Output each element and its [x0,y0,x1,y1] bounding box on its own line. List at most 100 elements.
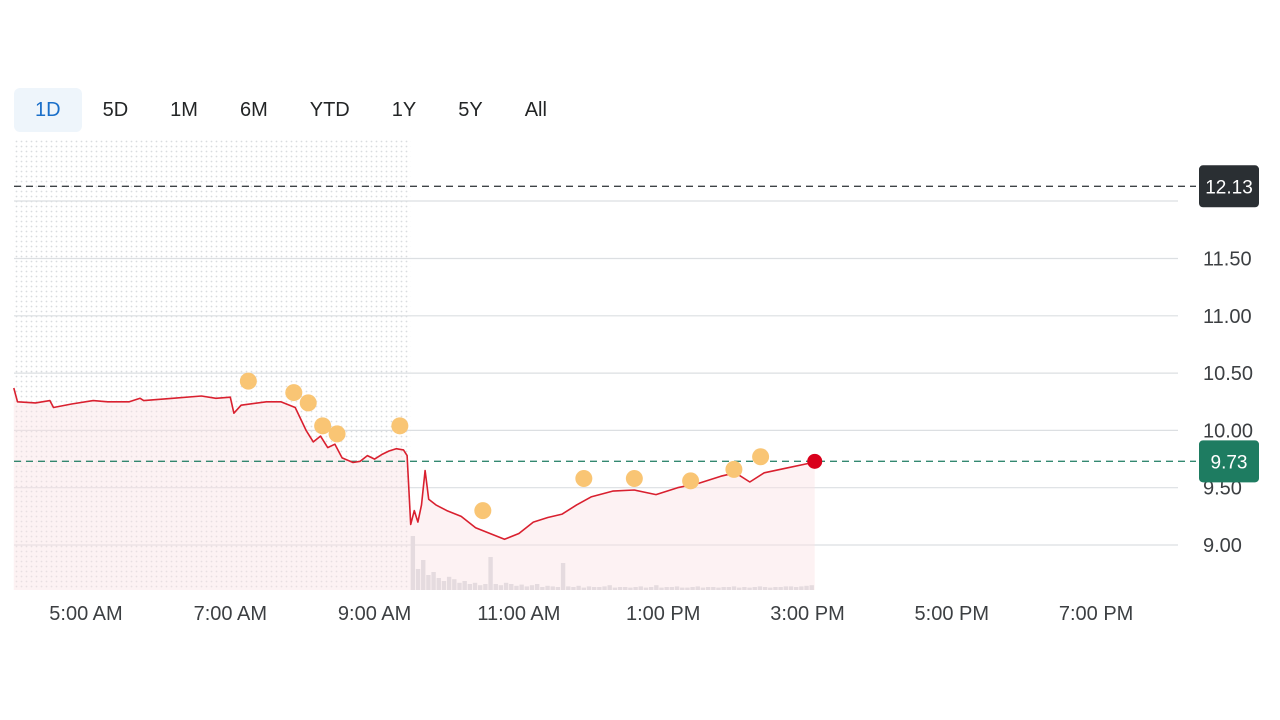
volume-bar [742,587,747,590]
volume-bar [462,581,467,590]
volume-bar [467,584,473,590]
volume-bar [762,587,768,590]
volume-bar [747,587,752,590]
volume-bar [700,587,706,590]
event-marker [575,470,593,488]
volume-bar [426,575,431,590]
y-tick-label: 10.50 [1203,363,1253,385]
x-tick-label: 5:00 PM [915,603,989,625]
extended-hours-shade [14,140,411,590]
volume-bar [804,585,809,590]
volume-bar [576,585,581,590]
volume-bar [581,587,586,590]
tab-1y[interactable]: 1Y [391,99,417,121]
previous-close-label: 12.13 [1205,177,1253,198]
volume-bar [674,586,680,590]
x-tick-label: 9:00 AM [338,603,411,625]
volume-bar [478,585,483,590]
volume-bar [716,587,721,590]
volume-bar [498,585,504,590]
volume-bar [607,585,612,590]
tab-5y[interactable]: 5Y [458,99,483,121]
volume-bar [560,563,566,590]
event-marker [391,417,409,435]
event-marker [725,460,743,478]
current-price-label: 9.73 [1211,452,1248,473]
tab-6m[interactable]: 6M [239,99,268,121]
volume-bar [659,587,664,590]
volume-bar [669,587,675,590]
volume-bar [778,587,783,590]
volume-bar [705,587,711,590]
volume-bar [410,536,416,590]
volume-bar [529,585,535,590]
y-tick-label: 11.00 [1203,306,1252,328]
tab-5d[interactable]: 5D [102,99,129,121]
time-range-tabs: 1D 5D 1M 6M YTD 1Y 5Y All [14,88,568,132]
tab-1d[interactable]: 1D [14,88,82,132]
volume-bar [654,585,659,590]
event-marker [314,417,332,435]
volume-bar [799,586,804,590]
gridlines [14,200,1178,546]
last-price-dot [807,453,823,469]
tab-all[interactable]: All [524,99,547,121]
price-badges: 12.13 9.73 [1199,165,1259,483]
volume-bar [783,586,789,590]
y-tick-label: 10.00 [1203,420,1253,442]
volume-bar [519,584,524,590]
x-tick-label: 7:00 PM [1059,603,1133,625]
volume-bar [509,584,514,590]
volume-bar [493,584,498,590]
volume-bar [623,587,628,590]
volume-bar [483,584,488,590]
volume-bar [524,586,530,590]
volume-bar [446,576,452,590]
volume-bar [597,587,602,590]
price-series [13,387,815,541]
volume-bar [555,587,561,590]
volume-bar [540,587,545,590]
volume-bar [757,586,763,590]
tab-1m[interactable]: 1M [170,99,198,121]
event-marker [328,425,346,443]
x-tick-label: 7:00 AM [194,603,267,625]
volume-bar [488,557,493,590]
volume-bar [685,587,690,590]
volume-bar [566,586,571,590]
price-area [13,388,815,590]
tab-ytd[interactable]: YTD [309,99,350,121]
premarket-dot-area [14,140,411,590]
event-markers [239,372,823,520]
volume-bar [472,582,478,590]
event-marker [625,470,643,488]
volume-bar [591,587,597,590]
event-marker [752,448,770,466]
event-marker [239,372,257,390]
volume-bar [421,560,426,590]
event-marker [299,394,317,412]
y-tick-label: 11.50 [1203,249,1252,271]
event-marker [474,502,492,520]
x-tick-label: 3:00 PM [770,603,844,625]
volume-bar [752,587,757,590]
volume-bar [690,587,695,590]
volume-bar [545,585,550,590]
volume-bar [436,578,441,590]
volume-bar [441,581,447,590]
volume-bar [788,586,794,590]
current-price-badge [1199,440,1259,483]
volume-bar [643,587,649,590]
previous-close-badge [1199,165,1259,208]
event-marker [682,472,700,490]
volume-bar [452,579,457,590]
volume-bar [633,587,638,590]
y-axis: 9.00 9.50 10.00 10.50 11.00 11.50 [1203,249,1253,558]
volume-bars [410,536,814,590]
x-axis: 5:00 AM 7:00 AM 9:00 AM 11:00 AM 1:00 PM 3:00… [49,603,1133,625]
volume-bar [617,587,623,590]
x-tick-label: 1:00 PM [626,603,700,625]
y-tick-label: 9.50 [1203,478,1242,500]
volume-bar [612,587,618,590]
